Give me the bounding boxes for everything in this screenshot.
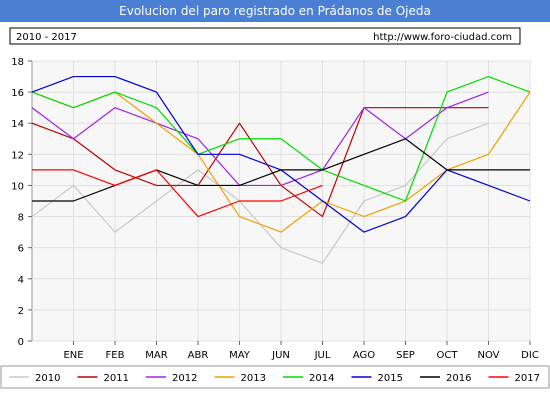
legend-label-2014: 2014 (309, 373, 334, 384)
legend-label-2017: 2017 (515, 373, 540, 384)
legend-label-2011: 2011 (104, 373, 129, 384)
series-line-2011 (31, 107, 489, 218)
legend-box (0, 365, 550, 389)
y-tick-label: 8 (18, 213, 24, 224)
y-tick-label: 2 (18, 306, 24, 317)
y-tick-label: 0 (18, 337, 24, 348)
x-tick-label: ENE (63, 350, 83, 361)
legend-label-2015: 2015 (378, 373, 403, 384)
x-tick-label: AGO (353, 350, 375, 361)
legend-label-2013: 2013 (241, 373, 266, 384)
y-axis-ticks: 0 2 4 6 8 10 12 14 16 18 (11, 57, 32, 348)
x-tick-label: JUL (314, 350, 331, 361)
x-tick-label: ABR (188, 350, 209, 361)
x-tick-label: JUN (271, 350, 290, 361)
series-line-2017 (32, 169, 323, 218)
y-tick-label: 6 (18, 244, 24, 255)
chart-title: Evolucion del paro registrado en Prádano… (119, 4, 431, 18)
x-tick-label: DIC (521, 350, 539, 361)
y-tick-label: 12 (11, 150, 24, 161)
y-tick-label: 18 (11, 57, 24, 68)
x-tick-label: MAR (145, 350, 167, 361)
y-tick-label: 4 (18, 275, 24, 286)
legend-label-2016: 2016 (446, 373, 471, 384)
series-lines (31, 75, 531, 264)
series-line-2014 (31, 75, 531, 202)
y-tick-label: 16 (11, 88, 24, 99)
legend: 2010 2011 2012 2013 2014 2015 2016 2017 (9, 373, 540, 384)
y-tick-label: 14 (11, 119, 24, 130)
period-label: 2010 - 2017 (16, 32, 77, 43)
x-tick-label: MAY (229, 350, 251, 361)
source-url: http://www.foro-ciudad.com (373, 32, 512, 43)
info-box (9, 27, 521, 45)
title-bar (0, 0, 550, 22)
x-tick-label: SEP (396, 350, 415, 361)
legend-label-2012: 2012 (172, 373, 197, 384)
x-tick-label: OCT (437, 350, 459, 361)
x-axis-ticks: ENE FEB MAR ABR MAY JUN JUL AGO SEP OCT NOV DIC (63, 341, 539, 361)
series-line-2012 (31, 91, 489, 187)
y-tick-label: 10 (11, 181, 24, 192)
x-tick-label: NOV (477, 350, 499, 361)
x-tick-label: FEB (106, 350, 125, 361)
legend-label-2010: 2010 (35, 373, 60, 384)
